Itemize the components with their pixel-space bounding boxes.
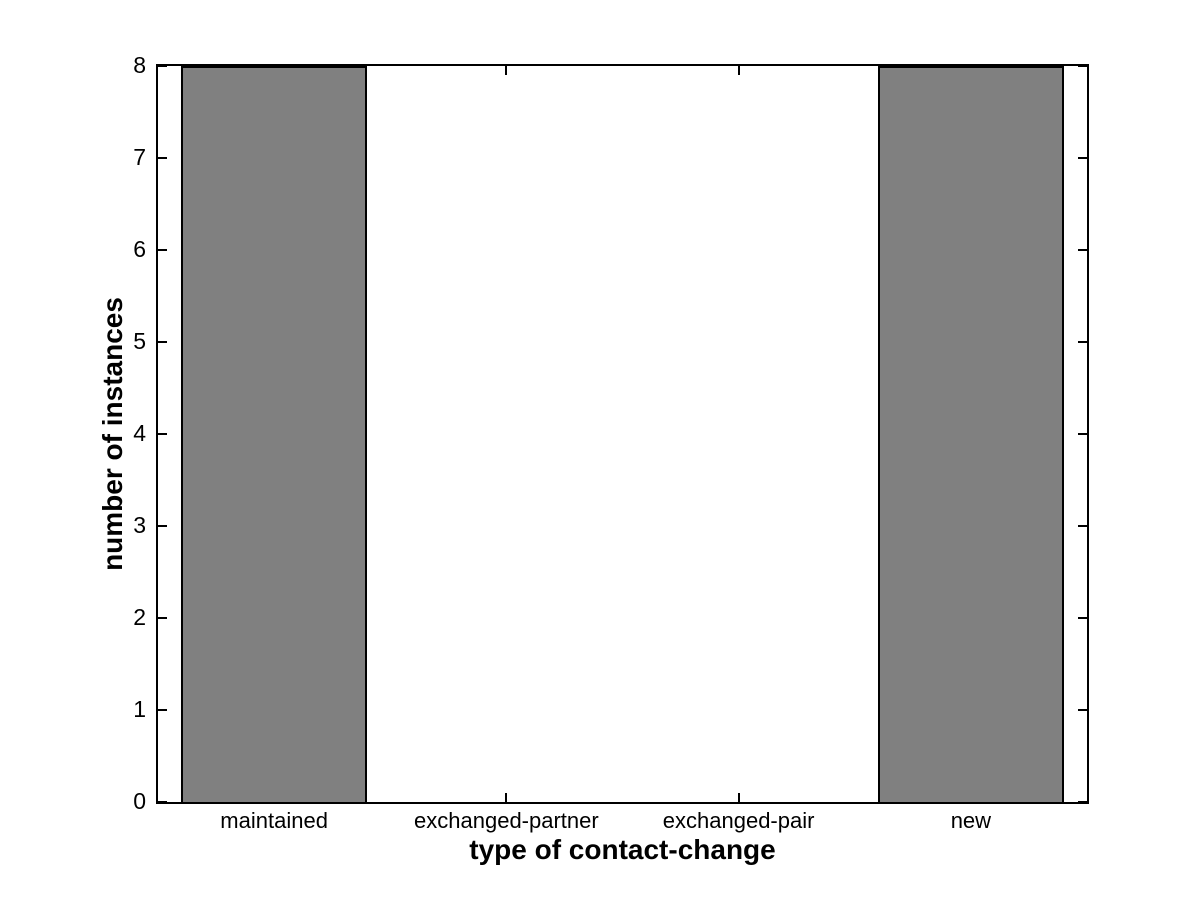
y-axis-tick (1078, 249, 1087, 251)
plot-area (156, 64, 1089, 804)
x-axis-label: type of contact-change (469, 834, 776, 865)
y-axis-tick (1078, 433, 1087, 435)
y-axis-tick (1078, 525, 1087, 527)
x-tick-label: exchanged-pair (662, 808, 815, 833)
y-axis-tick (158, 341, 167, 343)
y-axis-tick (158, 801, 167, 803)
y-axis-tick (1078, 801, 1087, 803)
y-tick-label: 3 (133, 512, 146, 538)
y-axis-tick (1078, 157, 1087, 159)
x-axis-tick (505, 793, 508, 802)
y-axis-tick (1078, 617, 1087, 619)
y-axis-tick (158, 709, 167, 711)
x-axis-tick (737, 66, 740, 75)
y-tick-label: 2 (133, 604, 146, 630)
y-tick-label: 6 (133, 236, 146, 262)
y-axis-tick (158, 433, 167, 435)
y-tick-label: 8 (133, 52, 146, 78)
x-tick-label: maintained (220, 808, 328, 833)
y-tick-label: 5 (133, 328, 146, 354)
y-axis-tick (1078, 341, 1087, 343)
y-axis-tick (158, 249, 167, 251)
y-axis-tick (158, 65, 167, 67)
x-tick-label: exchanged-partner (414, 808, 599, 833)
bar-new (877, 66, 1064, 802)
y-tick-label: 4 (133, 420, 146, 446)
x-axis-tick (505, 66, 508, 75)
bar-maintained (181, 66, 368, 802)
y-axis-tick (1078, 65, 1087, 67)
x-tick-label: new (950, 808, 992, 833)
y-axis-tick (158, 617, 167, 619)
y-tick-label: 7 (133, 144, 146, 170)
y-axis-tick (1078, 709, 1087, 711)
y-tick-label: 1 (133, 696, 146, 722)
x-axis-tick (737, 793, 740, 802)
y-axis-tick (158, 157, 167, 159)
y-tick-label: 0 (133, 788, 146, 814)
y-axis-tick (158, 525, 167, 527)
